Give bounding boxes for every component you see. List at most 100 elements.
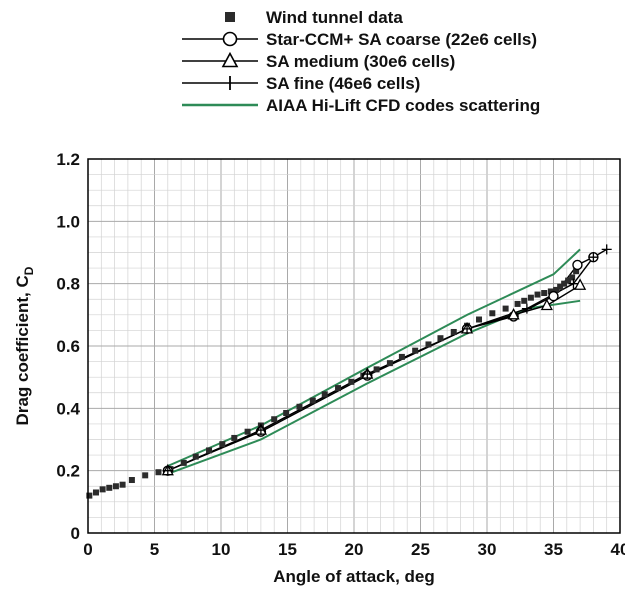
wind-tunnel-point (398, 353, 405, 360)
wind-tunnel-point (450, 328, 457, 335)
series-point-3 (362, 369, 373, 380)
wind-tunnel-point (521, 297, 528, 304)
band-upper-line (167, 248, 581, 467)
wind-tunnel-point (569, 274, 576, 281)
wind-tunnel-point (573, 268, 580, 275)
x-tick-label: 35 (544, 540, 563, 559)
wind-tunnel-point (155, 469, 162, 476)
wind-tunnel-point (180, 459, 187, 466)
y-tick-label: 0.8 (56, 275, 80, 294)
plot-frame (87, 158, 621, 534)
y-tick-label: 1.0 (56, 212, 80, 231)
wind-tunnel-point (565, 277, 572, 284)
legend-label: SA medium (30e6 cells) (266, 52, 455, 71)
series-line-3 (167, 248, 608, 472)
wind-tunnel-point (192, 453, 199, 460)
series-point-3 (521, 303, 532, 314)
series-point-3 (462, 323, 473, 334)
wind-tunnel-point (437, 335, 444, 342)
wind-tunnel-point (142, 472, 149, 479)
wind-tunnel-point (373, 366, 380, 373)
y-tick-label: 1.2 (56, 150, 80, 169)
series-point-2 (574, 278, 587, 290)
wind-tunnel-point (106, 484, 113, 491)
legend-entry: SA fine (46e6 cells) (182, 74, 420, 93)
x-tick-label: 40 (611, 540, 625, 559)
x-tick-label: 20 (345, 540, 364, 559)
wind-tunnel-point (489, 310, 496, 317)
x-tick-label: 30 (478, 540, 497, 559)
x-tick-label: 15 (278, 540, 297, 559)
grid (87, 158, 621, 534)
wind-tunnel-point (206, 447, 213, 454)
series-markers (86, 244, 612, 499)
wind-tunnel-point (231, 434, 238, 441)
legend-symbol-square (225, 12, 235, 22)
wind-tunnel-point (335, 385, 342, 392)
wind-tunnel-point (219, 441, 226, 448)
legend-entry: Star-CCM+ SA coarse (22e6 cells) (182, 30, 537, 49)
series-point-2 (507, 307, 520, 320)
wind-tunnel-point (547, 288, 554, 295)
wind-tunnel-point (283, 410, 290, 417)
wind-tunnel-point (348, 378, 355, 385)
legend-entry: SA medium (30e6 cells) (182, 51, 455, 71)
series-point-3 (255, 425, 266, 436)
series-point-1 (548, 290, 559, 302)
y-tick-labels: 0 0.2 0.4 0.6 0.8 1.0 1.2 (56, 150, 80, 543)
wind-tunnel-point (86, 492, 93, 499)
series-point-2 (540, 298, 553, 311)
wind-tunnel-point (412, 347, 419, 354)
wind-tunnel-point (476, 316, 483, 323)
series-point-3 (162, 465, 173, 476)
wind-tunnel-point (557, 283, 564, 290)
legend-label: Wind tunnel data (266, 8, 403, 27)
legend-label: SA fine (46e6 cells) (266, 74, 420, 93)
wind-tunnel-point (553, 286, 560, 293)
y-tick-label: 0.4 (56, 399, 80, 418)
x-tick-label: 5 (150, 540, 159, 559)
legend: Wind tunnel data Star-CCM+ SA coarse (22e… (182, 8, 540, 115)
series-line-2 (167, 284, 581, 472)
x-tick-label: 10 (212, 540, 231, 559)
wind-tunnel-point (425, 341, 432, 348)
y-axis-label: Drag coefficient, CD (13, 266, 36, 425)
legend-symbol-triangle (221, 51, 239, 68)
series-point-3 (568, 278, 579, 289)
wind-tunnel-point (527, 294, 534, 301)
wind-tunnel-point (321, 391, 328, 398)
y-axis-label-subscript: D (22, 266, 36, 275)
wind-tunnel-point (99, 486, 106, 493)
x-tick-label: 0 (83, 540, 92, 559)
wind-tunnel-point (128, 477, 135, 484)
legend-label: AIAA Hi-Lift CFD codes scattering (266, 96, 540, 115)
wind-tunnel-point (92, 489, 99, 496)
wind-tunnel-point (244, 428, 251, 435)
wind-tunnel-point (502, 305, 509, 312)
wind-tunnel-point (561, 280, 568, 287)
y-tick-label: 0.6 (56, 337, 80, 356)
series-point-3 (588, 252, 599, 263)
wind-tunnel-point (534, 291, 541, 298)
wind-tunnel-point (514, 300, 521, 307)
wind-tunnel-point (119, 481, 126, 488)
wind-tunnel-point (309, 397, 316, 404)
wind-tunnel-point (271, 416, 278, 423)
x-tick-labels: 0 5 10 15 20 25 30 35 40 (83, 540, 625, 559)
x-axis-label: Angle of attack, deg (273, 567, 435, 586)
legend-symbol-circle (222, 31, 238, 47)
series-point-3 (601, 244, 612, 255)
band-lower-line (167, 299, 581, 475)
legend-label: Star-CCM+ SA coarse (22e6 cells) (266, 30, 537, 49)
wind-tunnel-point (541, 290, 548, 297)
legend-entry: AIAA Hi-Lift CFD codes scattering (182, 96, 540, 115)
wind-tunnel-point (112, 483, 119, 490)
y-axis-label-main: Drag coefficient, C (13, 275, 32, 425)
wind-tunnel-point (296, 403, 303, 410)
y-tick-label: 0 (71, 524, 80, 543)
legend-entry: Wind tunnel data (225, 8, 403, 27)
x-tick-label: 25 (411, 540, 430, 559)
series-point-1 (572, 259, 583, 271)
wind-tunnel-point (386, 360, 393, 367)
